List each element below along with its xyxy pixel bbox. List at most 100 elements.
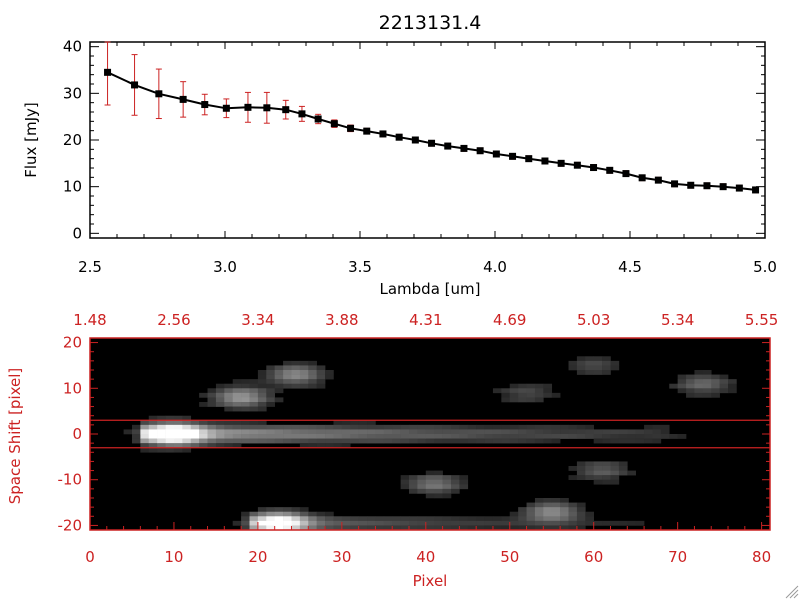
heatmap-cell [207, 424, 217, 430]
heatmap-cell [484, 525, 494, 531]
heatmap-cell [492, 520, 502, 526]
heatmap-cell [325, 525, 334, 531]
heatmap-cell [299, 525, 309, 531]
heatmap-cell [509, 424, 519, 430]
heatmap-cell [476, 438, 485, 444]
heatmap-cell [492, 424, 502, 430]
heatmap-cell [409, 525, 418, 531]
heatmap-cell [409, 429, 418, 435]
heatmap-cell [274, 383, 284, 389]
heatmap-cell [509, 511, 519, 517]
heatmap-cell [677, 374, 687, 380]
heatmap-cell [291, 365, 301, 371]
heatmap-cell [241, 438, 250, 444]
heatmap-cell [442, 484, 452, 490]
heatmap-cell [660, 424, 670, 430]
heatmap-cell [308, 370, 317, 375]
heatmap-cell [316, 379, 326, 385]
heatmap-cell [501, 434, 511, 439]
heatmap-cell [316, 429, 326, 435]
heatmap-cell [417, 434, 427, 439]
heatmap-cell [518, 516, 527, 522]
heatmap-cell [148, 438, 158, 444]
heatmap-cell [459, 484, 469, 490]
image-x-tick-label: 10 [164, 548, 183, 566]
data-point [395, 133, 403, 141]
resize-grip-icon[interactable] [785, 585, 799, 599]
image-x-tick-label: 30 [332, 548, 351, 566]
heatmap-cell [232, 388, 242, 394]
heatmap-cell [711, 374, 720, 380]
heatmap-cell [392, 520, 401, 526]
heatmap-cell [316, 438, 326, 444]
heatmap-cell [299, 516, 309, 522]
heatmap-cell [182, 415, 192, 421]
heatmap-cell [241, 434, 250, 439]
heatmap-cell [719, 383, 729, 389]
heatmap-cell [576, 461, 586, 467]
heatmap-cell [308, 365, 317, 371]
data-point [282, 106, 290, 114]
heatmap-cell [467, 438, 477, 444]
heatmap-cell [534, 429, 544, 435]
heatmap-cell [283, 374, 292, 380]
y-tick-label: 40 [63, 38, 82, 56]
heatmap-cell [492, 525, 502, 531]
heatmap-cell [627, 438, 636, 444]
image-x-tick-label: 80 [752, 548, 771, 566]
heatmap-cell [593, 479, 603, 485]
heatmap-cell [131, 438, 141, 444]
data-point [104, 68, 112, 76]
heatmap-cell [249, 434, 259, 439]
heatmap-cell [576, 507, 586, 513]
heatmap-cell [325, 516, 334, 522]
heatmap-cell [291, 429, 301, 435]
heatmap-cell [417, 475, 427, 481]
heatmap-cell [325, 374, 334, 380]
heatmap-cell [241, 392, 250, 398]
heatmap-cell [593, 434, 603, 439]
top-axis-tick-label: 4.69 [493, 311, 526, 329]
heatmap-cell [367, 429, 376, 435]
heatmap-cell [358, 438, 368, 444]
heatmap-cell [409, 488, 418, 494]
heatmap-cell [308, 379, 317, 385]
heatmap-cell [224, 438, 234, 444]
heatmap-cell [299, 424, 309, 430]
heatmap-cell [627, 429, 636, 435]
heatmap-cell [182, 447, 192, 453]
heatmap-cell [450, 429, 460, 435]
heatmap-cell [450, 525, 460, 531]
heatmap-cell [409, 438, 418, 444]
heatmap-cell [266, 402, 275, 407]
heatmap-cell [333, 420, 343, 426]
heatmap-cell [249, 520, 259, 526]
heatmap-cell [367, 516, 376, 522]
heatmap-cell [400, 434, 410, 439]
heatmap-cell [694, 379, 704, 385]
data-point [557, 159, 565, 167]
heatmap-cell [241, 397, 250, 403]
data-point [622, 170, 630, 178]
heatmap-cell [509, 392, 519, 398]
top-axis-tick-label: 4.31 [409, 311, 442, 329]
heatmap-cell [509, 429, 519, 435]
heatmap-cell [375, 438, 385, 444]
heatmap-cell [274, 520, 284, 526]
heatmap-cell [686, 374, 695, 380]
heatmap-cell [593, 475, 603, 481]
heatmap-cell [140, 420, 150, 426]
heatmap-cell [534, 502, 544, 508]
heatmap-cell [560, 520, 569, 526]
heatmap-cell [467, 525, 477, 531]
heatmap-cell [316, 383, 326, 389]
heatmap-cell [610, 434, 620, 439]
data-point [509, 152, 517, 160]
heatmap-cell [190, 420, 200, 426]
heatmap-cell [157, 447, 166, 453]
heatmap-cell [677, 383, 687, 389]
heatmap-cell [215, 397, 225, 403]
heatmap-cell [241, 424, 250, 430]
top-axis-ticks: 1.48 2.56 3.34 3.88 4.31 4.69 5.03 5.34 5.55 [73, 311, 778, 346]
heatmap-cell [257, 392, 267, 398]
